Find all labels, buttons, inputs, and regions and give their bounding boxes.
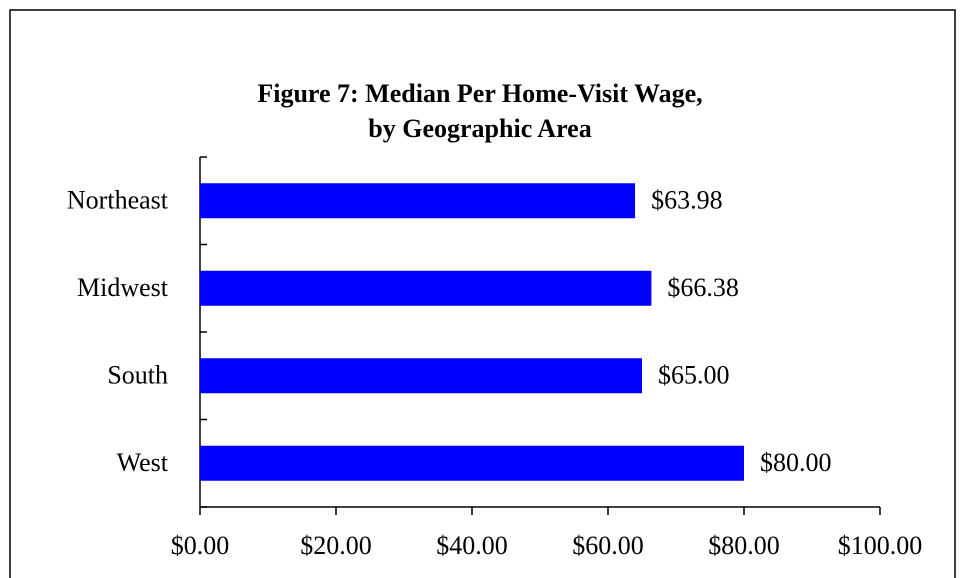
bar: [200, 270, 652, 306]
y-tick-label: Northeast: [67, 186, 169, 215]
x-tick-label: $40.00: [436, 531, 508, 560]
bar: [200, 183, 636, 219]
y-tick-label: Midwest: [77, 273, 169, 302]
value-label: $80.00: [760, 448, 832, 477]
y-tick-label: West: [117, 448, 169, 477]
chart-frame: [9, 9, 956, 578]
y-tick-label: South: [107, 361, 168, 390]
chart-title: Figure 7: Median Per Home-Visit Wage,: [257, 79, 702, 108]
value-label: $63.98: [651, 186, 723, 215]
value-label: $66.38: [667, 273, 739, 302]
bar: [200, 358, 642, 394]
x-tick-label: $20.00: [300, 531, 372, 560]
x-tick-label: $0.00: [171, 531, 230, 560]
x-tick-label: $80.00: [708, 531, 780, 560]
value-label: $65.00: [658, 361, 730, 390]
bar: [200, 445, 744, 481]
chart-title: by Geographic Area: [368, 114, 591, 143]
x-tick-label: $100.00: [838, 531, 923, 560]
x-tick-label: $60.00: [572, 531, 644, 560]
